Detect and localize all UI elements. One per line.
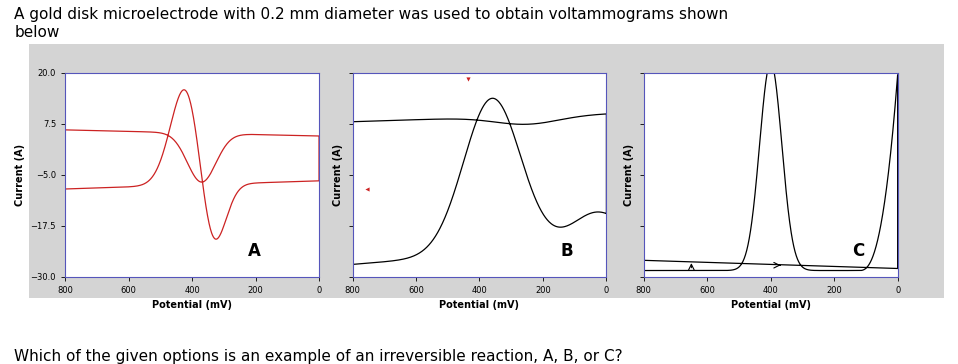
X-axis label: Potential (mV): Potential (mV) (731, 300, 810, 310)
X-axis label: Potential (mV): Potential (mV) (152, 300, 232, 310)
Text: A gold disk microelectrode with 0.2 mm diameter was used to obtain voltammograms: A gold disk microelectrode with 0.2 mm d… (14, 7, 728, 40)
Y-axis label: Current (A): Current (A) (332, 144, 343, 206)
Text: Which of the given options is an example of an irreversible reaction, A, B, or C: Which of the given options is an example… (14, 349, 623, 364)
Text: B: B (560, 242, 573, 260)
Text: A: A (248, 242, 261, 260)
Y-axis label: Current (A): Current (A) (624, 144, 634, 206)
Y-axis label: Current (A): Current (A) (15, 144, 25, 206)
X-axis label: Potential (mV): Potential (mV) (440, 300, 519, 310)
Text: C: C (852, 242, 864, 260)
